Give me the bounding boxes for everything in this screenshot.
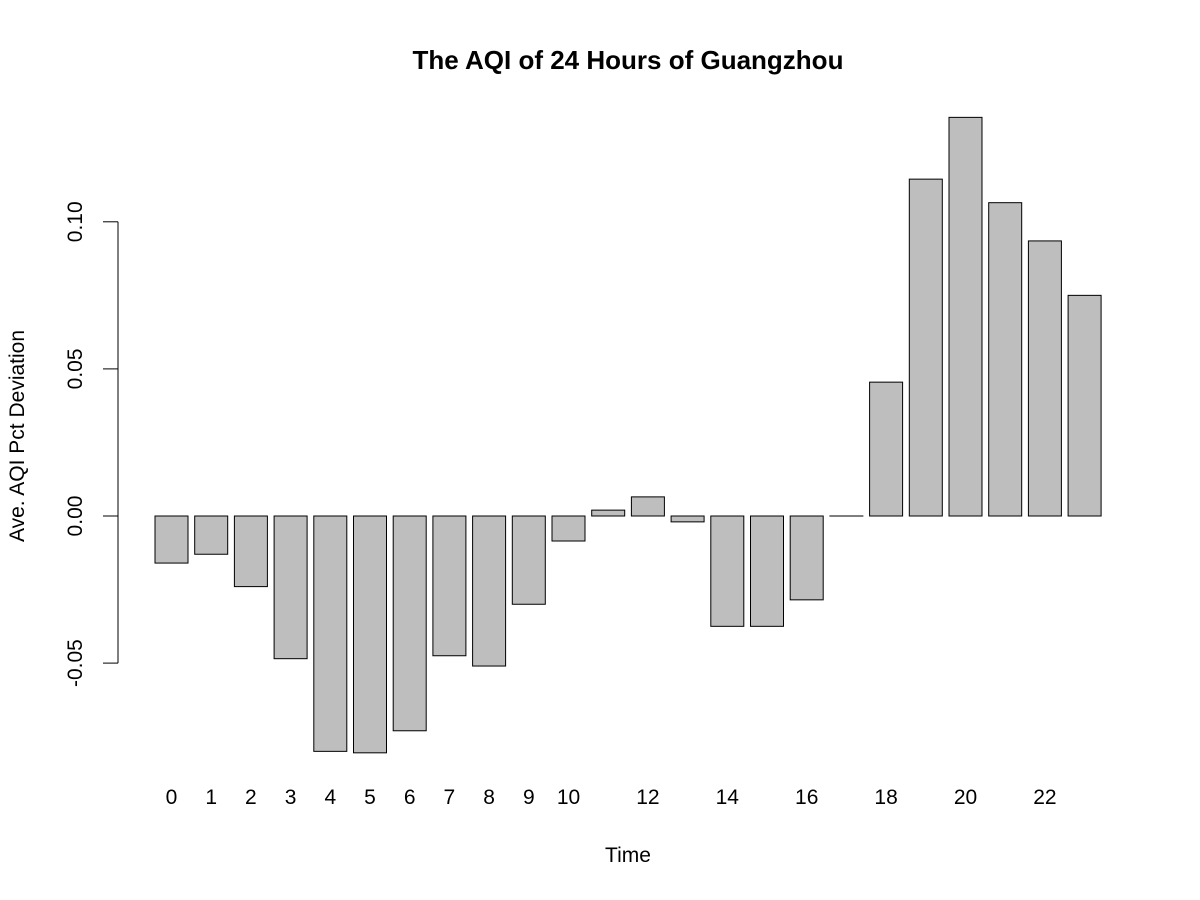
x-tick-label: 3: [285, 786, 297, 809]
x-tick-label: 16: [795, 786, 818, 809]
x-tick-label: 0: [166, 786, 178, 809]
bar-hour-22: [1027, 240, 1062, 517]
x-tick-label: 4: [324, 786, 336, 809]
bar-hour-23: [1067, 294, 1102, 517]
bar-hour-6: [392, 515, 427, 732]
bar-hour-0: [154, 515, 189, 564]
bar-hour-20: [948, 116, 983, 517]
bar-hour-16: [789, 515, 824, 601]
bar-hour-3: [273, 515, 308, 660]
bar-hour-1: [194, 515, 229, 555]
bar-hour-7: [432, 515, 467, 657]
y-axis-label: Ave. AQI Pct Deviation: [6, 330, 29, 542]
y-tick-label: -0.05: [64, 639, 87, 687]
bar-hour-21: [988, 202, 1023, 517]
bar-hour-15: [750, 515, 784, 627]
x-tick-label: 5: [364, 786, 376, 809]
x-tick-label: 9: [523, 786, 535, 809]
bar-hour-19: [908, 178, 943, 517]
bar-hour-13: [670, 515, 705, 523]
bar-hour-5: [353, 515, 387, 754]
x-tick-label: 6: [404, 786, 416, 809]
y-tick-label: 0.00: [64, 496, 87, 537]
bar-hour-4: [313, 515, 348, 752]
bars-group: [154, 116, 1102, 754]
bar-hour-11: [591, 509, 626, 517]
x-tick-label: 8: [483, 786, 495, 809]
bar-hour-14: [710, 515, 745, 627]
bar-hour-18: [869, 381, 904, 517]
bar-hour-2: [233, 515, 268, 588]
x-tick-label: 10: [557, 786, 580, 809]
y-tick-label: 0.05: [64, 348, 87, 389]
x-tick-label: 1: [205, 786, 217, 809]
x-tick-label: 20: [954, 786, 977, 809]
y-axis: -0.05 0.00 0.05 0.10: [64, 201, 119, 687]
x-tick-label: 22: [1033, 786, 1056, 809]
y-tick-label: 0.10: [64, 201, 87, 242]
bar-hour-8: [472, 515, 507, 667]
x-tick-label: 18: [874, 786, 897, 809]
chart-title: The AQI of 24 Hours of Guangzhou: [413, 45, 844, 75]
bar-hour-12: [630, 496, 665, 517]
x-tick-label: 12: [636, 786, 659, 809]
x-tick-label: 14: [716, 786, 740, 809]
bar-hour-9: [511, 515, 546, 605]
x-tick-label: 2: [245, 786, 257, 809]
x-tick-label: 7: [444, 786, 456, 809]
x-axis-tick-labels: 0 1 2 3 4 5 6 7 8 9 10 12 14 16 18 20 22: [166, 786, 1057, 809]
bar-hour-10: [551, 515, 586, 542]
x-axis-label: Time: [605, 844, 651, 867]
